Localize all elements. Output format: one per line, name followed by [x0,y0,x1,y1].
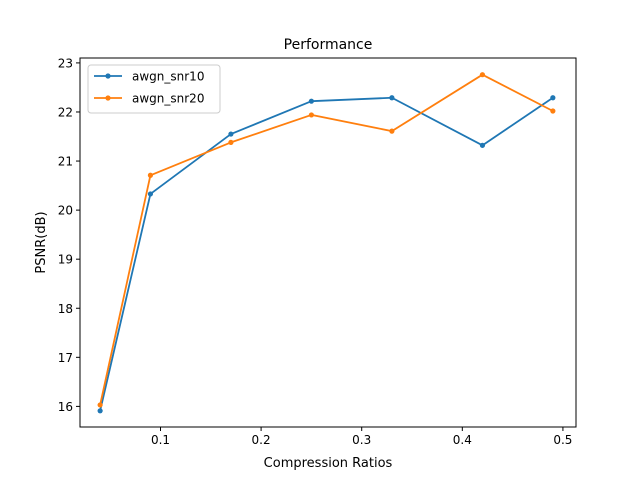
data-point-awgn_snr20 [308,112,314,118]
chart-title: Performance [284,37,373,53]
legend: awgn_snr10 awgn_snr20 [87,64,221,114]
data-point-awgn_snr10 [389,95,395,101]
x-axis-label: Compression Ratios [264,456,393,471]
legend-marker-awgn_snr20 [105,95,111,101]
plot-area: 0.1 0.2 0.3 0.4 0.5 16 17 18 19 20 21 22 23 [58,56,573,447]
data-point-awgn_snr10 [308,98,314,104]
x-tick-label: 0.1 [151,433,170,447]
y-tick-label: 19 [58,253,73,267]
data-point-awgn_snr20 [389,128,395,134]
data-point-awgn_snr20 [97,402,103,408]
y-tick-label: 18 [58,302,73,316]
y-tick-label: 17 [58,351,73,365]
data-point-awgn_snr10 [228,131,234,137]
data-point-awgn_snr20 [147,172,154,178]
legend-frame [87,64,221,114]
y-tick-label: 16 [58,400,73,414]
data-point-awgn_snr10 [550,95,556,101]
legend-label: awgn_snr10 [132,70,204,84]
y-axis-label: PSNR(dB) [34,211,49,273]
data-point-awgn_snr20 [479,72,486,78]
data-point-awgn_snr10 [97,408,103,414]
plot-frame [79,57,577,428]
data-point-awgn_snr20 [228,139,234,145]
x-tick-label: 0.3 [352,433,371,447]
data-point-awgn_snr20 [550,108,556,114]
y-tick-label: 20 [58,204,73,218]
x-tick-label: 0.2 [252,433,271,447]
data-point-awgn_snr10 [479,142,486,148]
x-tick-label: 0.4 [453,433,472,447]
y-tick-label: 23 [58,56,73,70]
x-tick-label: 0.5 [553,433,572,447]
y-tick-label: 21 [58,155,73,169]
legend-label: awgn_snr20 [132,92,204,106]
legend-marker-awgn_snr10 [105,73,111,79]
y-tick-label: 22 [58,105,73,119]
data-point-awgn_snr10 [147,191,154,197]
